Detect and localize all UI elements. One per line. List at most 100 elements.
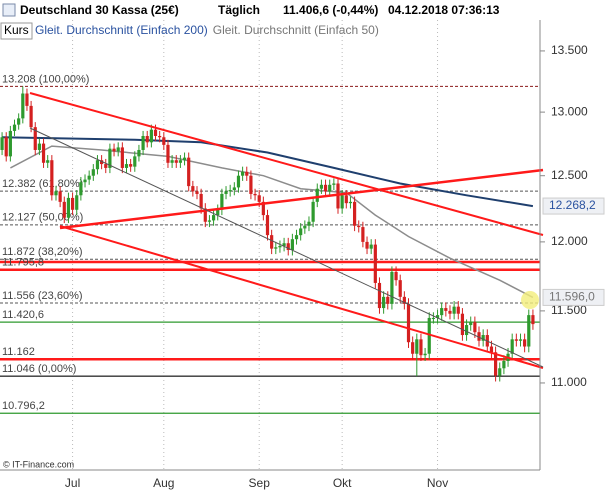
candle-body (116, 147, 120, 152)
candle-body (207, 220, 212, 222)
candle-body (303, 225, 307, 229)
y-tick-label: 12.000 (551, 234, 588, 248)
level-label: 11.872 (38,20%) (2, 246, 83, 258)
candle-body (307, 221, 311, 226)
candle-body (274, 247, 278, 249)
candle-body (170, 160, 174, 163)
candle-body (120, 147, 124, 168)
candle-body (444, 308, 448, 311)
candle-body (265, 215, 270, 236)
moving-average-line (2, 136, 534, 208)
plot: 13.208 (100,00%) 12.382 (61,80%) 12.127 (5… (0, 20, 540, 470)
candle-body (373, 244, 377, 283)
last-value-box (542, 288, 605, 306)
candle-body (12, 124, 17, 131)
candle-body (435, 315, 440, 318)
icon (2, 3, 16, 17)
candle-body (473, 322, 477, 333)
candle-body (365, 241, 369, 249)
candle-body (369, 244, 373, 249)
candle-body (452, 306, 456, 314)
candle-body (336, 183, 340, 209)
candle-body (83, 179, 87, 183)
x-tick-label: Jul (65, 476, 80, 490)
candle-body (187, 157, 191, 187)
candle-body (294, 235, 299, 240)
candle-body (328, 184, 332, 192)
x-tick-label: Nov (427, 476, 448, 490)
candle-body (286, 243, 290, 251)
candle-body (340, 195, 344, 209)
candle-body (112, 148, 116, 152)
trend-lines (29, 92, 544, 369)
candle-body (481, 335, 485, 341)
candle-body (270, 235, 274, 249)
candle-body (431, 317, 435, 319)
candle-body (8, 130, 12, 157)
x-tick-label: Sep (249, 476, 271, 490)
candle-body (145, 135, 149, 143)
candle-body (402, 296, 406, 304)
y-tick-label: 12.500 (551, 168, 588, 182)
candle-body (158, 135, 162, 138)
candle-body (332, 183, 336, 185)
legend-box (0, 22, 33, 40)
candle-body (523, 339, 527, 347)
level-label: 11.420,6 (2, 309, 44, 321)
timestamp: 04.12.2018 07:36:13 (388, 3, 500, 17)
candle-body (510, 339, 514, 354)
level-label: 11.556 (23,60%) (2, 290, 83, 302)
candle-body (494, 352, 498, 376)
y-tick-label: 13.500 (551, 43, 588, 57)
legend-label: Gleit. Durchschnitt (Einfach 50) (213, 23, 379, 37)
candle-body (278, 245, 282, 248)
candle-body (224, 191, 228, 194)
candle-body (514, 339, 518, 341)
candle-body (95, 160, 100, 170)
interval: Täglich (218, 3, 260, 17)
candle-body (124, 164, 129, 168)
candle-body (25, 93, 29, 106)
candle-body (149, 129, 153, 143)
level-label: 13.208 (100,00%) (2, 73, 89, 85)
candle-body (245, 171, 249, 176)
legend: Kurs Gleit. Durchschnitt (Einfach 200) Gl… (0, 22, 379, 40)
candle-body (50, 160, 54, 196)
candle-body (419, 339, 423, 356)
source: © IT-Finance.com (3, 459, 74, 469)
candle-body (108, 148, 112, 168)
candle-body (352, 201, 357, 226)
level-label: 11.795,8 (2, 257, 44, 269)
candle-body (377, 282, 382, 309)
level-label: 11.046 (0,00%) (2, 363, 76, 375)
candle-body (382, 296, 386, 309)
candle-body (319, 184, 324, 189)
header: Deutschland 30 Kassa (25€) Täglich 11.40… (2, 3, 500, 17)
last-value-label: 12.268,2 (549, 198, 596, 212)
legend-label: Kurs (4, 23, 29, 37)
candle-body (75, 195, 79, 210)
candle-body (232, 187, 236, 191)
candle-body (79, 182, 83, 196)
candle-body (203, 208, 207, 222)
last-price-marker (521, 291, 539, 309)
quote: 11.406,6 (-0,44%) (283, 3, 378, 17)
level-label: 12.382 (61,80%) (2, 178, 83, 190)
candle-body (398, 280, 402, 297)
candle-body (448, 310, 452, 314)
candle-body (29, 105, 33, 128)
candle-body (199, 193, 203, 209)
candle-body (257, 195, 261, 202)
x-tick-label: Aug (153, 476, 174, 490)
candle-body (41, 143, 46, 163)
legend-label: Gleit. Durchschnitt (Einfach 200) (35, 23, 208, 37)
candle-body (253, 193, 257, 196)
candle-body (531, 315, 535, 325)
candle-body (141, 135, 145, 150)
last-value-box (542, 197, 605, 215)
last-value-label: 11.596,0 (549, 290, 595, 304)
candle-body (261, 201, 265, 216)
trend-line (59, 225, 544, 369)
